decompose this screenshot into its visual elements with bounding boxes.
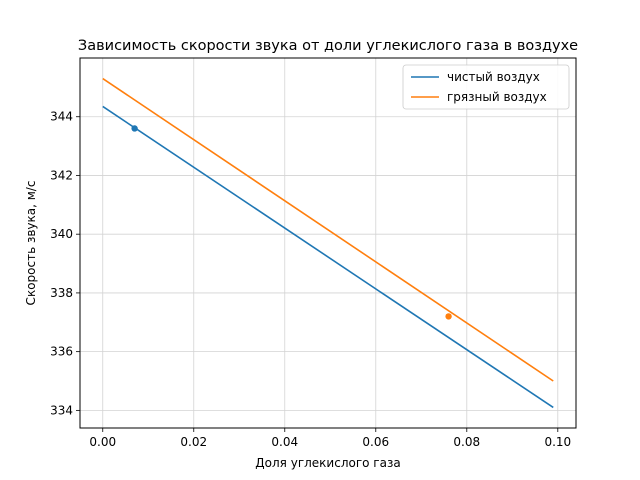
- legend-label-1: чистый воздух: [447, 70, 540, 84]
- y-tick-label: 344: [50, 110, 73, 124]
- series-line-1: [102, 105, 554, 409]
- x-tick-label: 0.04: [271, 435, 298, 449]
- x-tick-label: 0.00: [89, 435, 116, 449]
- y-tick-label: 342: [50, 168, 73, 182]
- plot-frame: [79, 57, 577, 429]
- x-axis-label: Доля углекислого газа: [255, 456, 400, 470]
- y-tick-label: 334: [50, 403, 73, 417]
- x-tick-label: 0.06: [362, 435, 389, 449]
- x-tick-label: 0.02: [180, 435, 207, 449]
- y-axis-label: Скорость звука, м/с: [24, 181, 38, 306]
- series-point-1: [131, 125, 138, 132]
- y-tick-label: 340: [50, 227, 73, 241]
- series-layer: [102, 77, 554, 409]
- series-line-2: [102, 77, 554, 382]
- grid: [80, 58, 576, 428]
- x-tick-label: 0.08: [453, 435, 480, 449]
- y-axis: 334 336 338 340 342 344: [50, 110, 80, 417]
- y-tick-label: 338: [50, 286, 73, 300]
- legend-box: [402, 64, 570, 110]
- legend: чистый воздух грязный воздух: [402, 64, 570, 110]
- legend-label-2: грязный воздух: [447, 90, 547, 104]
- chart-title: Зависимость скорости звука от доли углек…: [78, 38, 578, 54]
- x-tick-label: 0.10: [544, 435, 571, 449]
- y-tick-label: 336: [50, 345, 73, 359]
- series-point-2: [445, 313, 452, 320]
- x-axis: 0.00 0.02 0.04 0.06 0.08 0.10: [89, 428, 571, 449]
